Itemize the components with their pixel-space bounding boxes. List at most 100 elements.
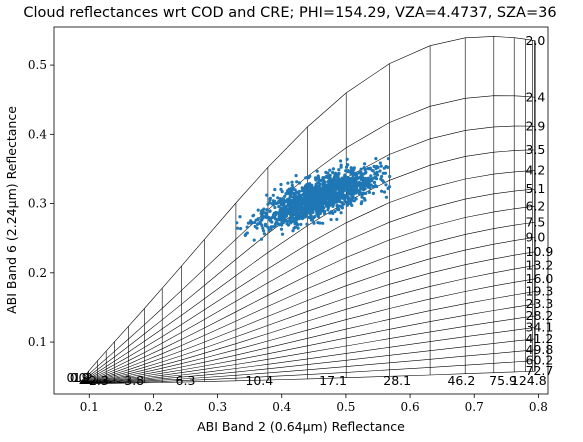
data-point xyxy=(371,169,375,173)
cre-curve xyxy=(79,291,536,384)
data-point xyxy=(256,208,260,212)
cre-label: 23.3 xyxy=(526,296,554,311)
cre-curve xyxy=(79,327,536,384)
data-point xyxy=(318,221,322,225)
data-point xyxy=(265,193,269,197)
data-point xyxy=(350,195,354,199)
cre-label: 13.2 xyxy=(526,258,554,273)
data-point xyxy=(298,204,302,208)
data-point xyxy=(345,176,350,180)
data-point xyxy=(335,217,339,221)
data-point xyxy=(265,208,269,212)
data-point xyxy=(358,175,362,179)
cre-label: 2.4 xyxy=(526,89,546,104)
cre-label: 60.2 xyxy=(526,353,554,368)
x-tick-label: 0.3 xyxy=(208,400,227,414)
cre-curve xyxy=(79,125,536,384)
cre-curve xyxy=(79,222,536,384)
data-point xyxy=(340,191,344,195)
data-point xyxy=(346,186,350,190)
data-point xyxy=(337,183,341,187)
data-point xyxy=(308,174,312,178)
scatter-points xyxy=(235,157,392,242)
data-point xyxy=(245,225,249,229)
data-point xyxy=(259,237,264,241)
cre-label: 72.7 xyxy=(526,363,554,378)
data-point xyxy=(293,225,297,229)
data-point xyxy=(364,191,368,195)
cre-label: 6.2 xyxy=(526,198,546,213)
data-point xyxy=(300,200,304,204)
data-point xyxy=(282,205,286,209)
data-point xyxy=(245,231,249,235)
data-point xyxy=(322,181,326,185)
data-point xyxy=(363,198,367,202)
data-point xyxy=(283,216,287,220)
data-point xyxy=(328,168,332,172)
data-point xyxy=(280,201,284,205)
data-point xyxy=(280,232,285,236)
data-point xyxy=(373,171,377,175)
cre-curve xyxy=(79,303,536,384)
data-point xyxy=(298,200,302,204)
data-point xyxy=(330,189,334,193)
cre-curve xyxy=(79,338,536,384)
data-point xyxy=(239,227,243,231)
cre-label: 3.5 xyxy=(526,142,546,157)
data-point xyxy=(362,166,366,170)
data-point xyxy=(340,179,344,183)
data-point xyxy=(312,221,316,225)
y-tick-label: 0.3 xyxy=(28,197,47,211)
cod-labels: 0.00.91.22.3 3.8 6.3 10.4 17.1 28.1 46.2 75.912… xyxy=(67,370,547,388)
data-point xyxy=(266,202,270,206)
data-point xyxy=(290,183,294,187)
data-point xyxy=(338,200,342,204)
lut-grid-lines xyxy=(79,36,536,384)
data-point xyxy=(256,217,260,221)
data-point xyxy=(337,168,341,172)
data-point xyxy=(289,200,293,204)
cre-curve xyxy=(79,265,536,384)
data-point xyxy=(378,169,382,173)
data-point xyxy=(346,202,350,206)
data-point xyxy=(323,212,327,216)
y-axis-ticks: 0.1 0.2 0.3 0.4 0.5 xyxy=(28,58,54,349)
data-point xyxy=(279,203,284,207)
cod-label: 1.2 xyxy=(73,370,93,385)
data-point xyxy=(309,197,313,201)
data-point xyxy=(270,202,274,206)
data-point xyxy=(372,180,377,184)
data-point xyxy=(318,211,322,216)
data-point xyxy=(374,177,379,181)
data-point xyxy=(271,213,276,217)
data-point xyxy=(290,219,294,223)
data-point xyxy=(310,183,314,187)
cod-label: 17.1 xyxy=(319,373,347,388)
data-point xyxy=(339,165,343,169)
data-point xyxy=(333,192,338,196)
data-point xyxy=(307,215,311,220)
y-tick-label: 0.2 xyxy=(28,266,47,280)
data-point xyxy=(277,204,281,209)
data-point xyxy=(255,226,259,230)
data-point xyxy=(294,174,298,178)
data-point xyxy=(294,197,298,201)
cre-curve xyxy=(79,237,536,384)
data-point xyxy=(345,195,349,199)
data-point xyxy=(299,222,303,226)
data-point xyxy=(316,205,320,209)
data-point xyxy=(258,220,262,224)
data-point xyxy=(363,162,367,166)
data-point xyxy=(321,205,325,209)
data-point xyxy=(313,214,317,219)
data-point xyxy=(320,198,324,202)
data-point xyxy=(309,191,313,195)
data-point xyxy=(359,202,363,206)
data-point xyxy=(311,186,315,190)
data-point xyxy=(315,212,319,216)
data-point xyxy=(369,174,373,178)
data-point xyxy=(289,195,294,199)
data-point xyxy=(327,200,331,204)
data-point xyxy=(253,220,257,225)
data-point xyxy=(331,167,335,171)
